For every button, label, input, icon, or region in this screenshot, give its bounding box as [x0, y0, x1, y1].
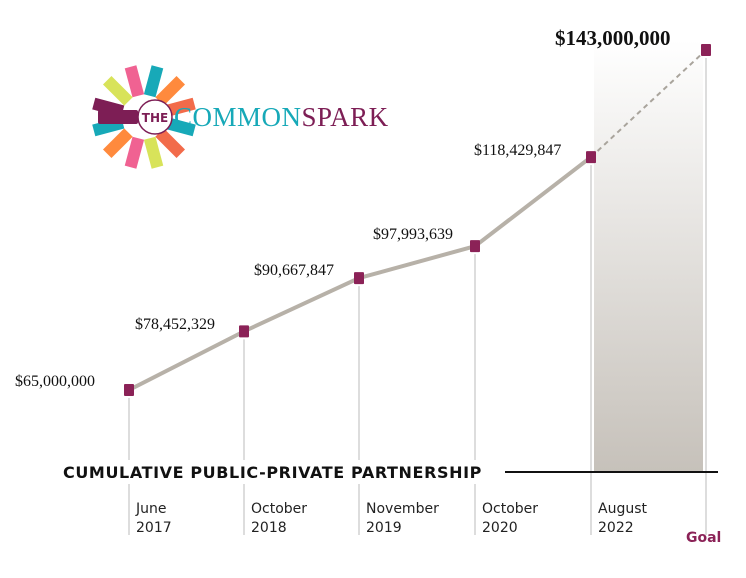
category-label: 2019	[366, 520, 402, 536]
logo-ray	[143, 136, 164, 169]
data-point-marker	[354, 272, 364, 285]
logo-ray	[155, 128, 186, 159]
category-gridlines	[128, 58, 707, 535]
projected-series-line	[590, 49, 707, 158]
data-point-marker	[701, 44, 711, 56]
data-point-marker	[586, 151, 596, 164]
logo-badge-circle	[137, 99, 173, 135]
value-label: $65,000,000	[15, 373, 95, 390]
logo-ray	[143, 65, 164, 98]
caption-backdrop	[58, 460, 505, 484]
value-label: $143,000,000	[555, 26, 671, 50]
category-label: October	[251, 501, 307, 517]
category-label: August	[598, 501, 648, 517]
category-label: 2018	[251, 520, 287, 536]
value-labels: $65,000,000 $78,452,329 $90,667,847 $97,993…	[15, 26, 671, 390]
value-label: $90,667,847	[254, 262, 334, 279]
category-label: 2020	[482, 520, 518, 536]
category-label: November	[366, 501, 439, 517]
logo-word-common: COMMON	[174, 102, 302, 132]
value-label: $78,452,329	[135, 316, 215, 333]
value-label: $118,429,847	[474, 142, 561, 159]
logo-ray	[124, 65, 145, 98]
logo-wordmark: COMMONSPARK	[174, 102, 389, 132]
logo-ray	[124, 136, 145, 169]
logo-ray	[102, 128, 133, 159]
logo-badge-text: THE	[142, 111, 168, 125]
data-point-marker	[124, 384, 134, 396]
logo-sunburst-icon	[92, 65, 196, 169]
chart-caption: CUMULATIVE PUBLIC-PRIVATE PARTNERSHIP	[63, 463, 482, 482]
category-label: October	[482, 501, 538, 517]
category-label: June	[135, 501, 167, 517]
logo-bar	[98, 110, 138, 124]
category-label: 2022	[598, 520, 634, 536]
series-markers	[124, 44, 711, 396]
logo-word-spark: SPARK	[302, 102, 389, 132]
category-labels: June 2017 October 2018 November 2019 October 20…	[135, 501, 721, 546]
logo-ray	[155, 75, 186, 106]
logo-ray	[102, 75, 133, 106]
category-label: 2017	[136, 520, 172, 536]
data-point-marker	[470, 240, 480, 253]
data-point-marker	[239, 325, 249, 338]
goal-highlight-band	[594, 40, 703, 472]
value-label: $97,993,639	[373, 226, 453, 243]
category-label-goal: Goal	[686, 530, 721, 546]
commonspark-logo: THE COMMONSPARK	[92, 65, 388, 169]
